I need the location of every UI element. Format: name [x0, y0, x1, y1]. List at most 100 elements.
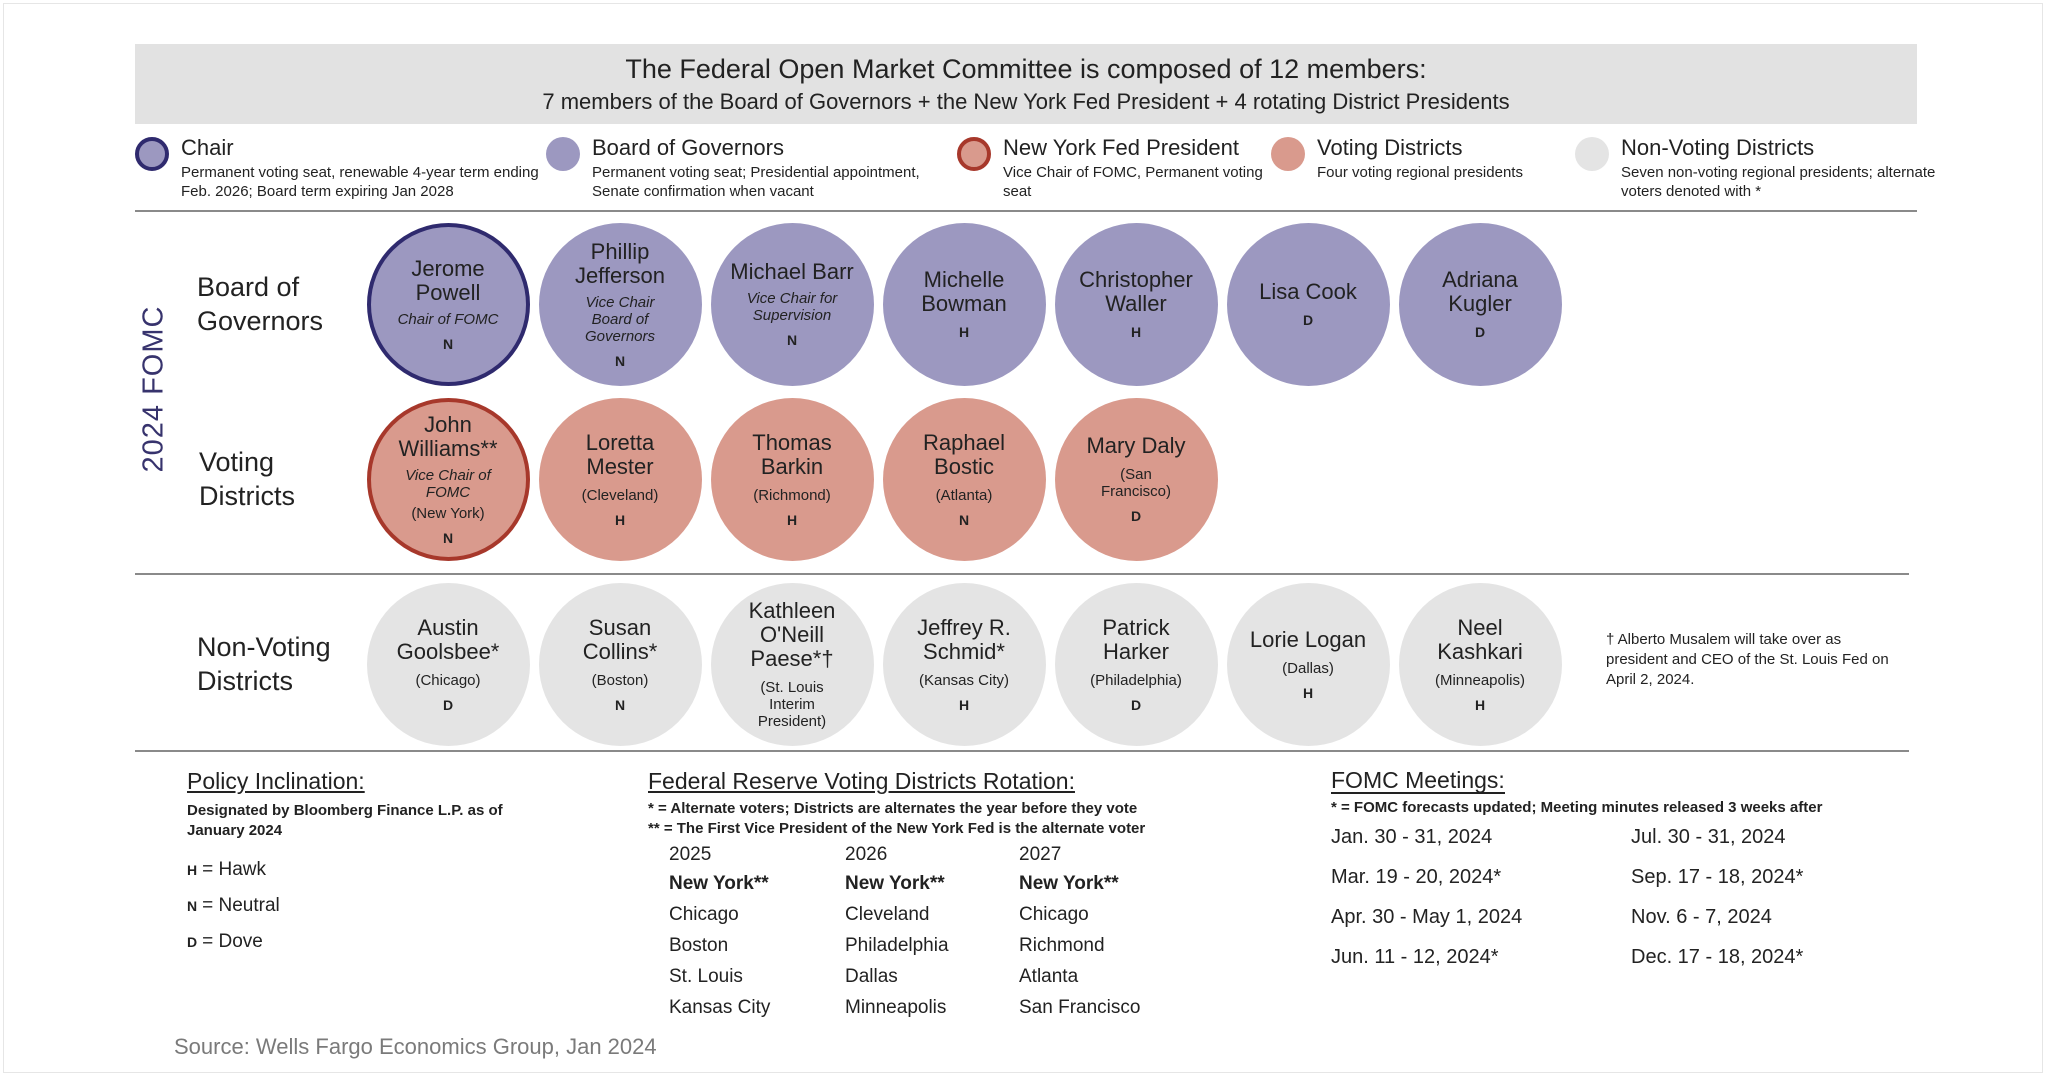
member-inclination: N — [958, 511, 970, 528]
district: New York** — [1019, 873, 1119, 894]
member-location: (Philadelphia) — [1090, 671, 1182, 689]
member-location: (Chicago) — [415, 671, 481, 689]
member-location: (St. Louis Interim President) — [757, 678, 827, 730]
district: Chicago — [669, 904, 739, 925]
member-name: Michael Barr — [730, 259, 854, 284]
infographic: The Federal Open Market Committee is com… — [3, 3, 2043, 1073]
member-circle: Neel Kashkari (Minneapolis) H — [1398, 582, 1562, 746]
legend-item: Board of Governors Permanent voting seat;… — [546, 135, 962, 205]
section-title: Federal Reserve Voting Districts Rotatio… — [648, 768, 1075, 794]
district: Richmond — [1019, 935, 1105, 956]
member-circle: Michelle Bowman H — [882, 222, 1046, 386]
rotation-column: 2025 New York** Chicago Boston St. Louis Kans… — [669, 842, 839, 1023]
rotation-note: ** = The First Vice President of the New… — [648, 820, 1146, 837]
member-name: Patrick Harker — [1102, 614, 1170, 664]
meaning: = Dove — [202, 931, 263, 952]
member-name: Phillip Jefferson — [574, 238, 666, 288]
source: Source: Wells Fargo Economics Group, Jan… — [174, 1034, 657, 1059]
legend-description: Permanent voting seat; Presidential appo… — [592, 164, 920, 200]
member-role: Vice Chair of FOMC — [405, 466, 491, 501]
member-circle: Lorie Logan (Dallas) H — [1226, 582, 1390, 746]
member-location: (Minneapolis) — [1434, 671, 1526, 689]
legend-description: Vice Chair of FOMC, Permanent voting sea… — [1003, 164, 1263, 200]
legend-label: Non-Voting Districts — [1621, 135, 1815, 160]
rotation-column: 2027 New York** Chicago Richmond Atlanta San … — [1019, 842, 1189, 1023]
meetings-note: * = FOMC forecasts updated; Meeting minu… — [1331, 799, 1823, 816]
district: Kansas City — [669, 997, 771, 1018]
district: Cleveland — [845, 904, 930, 925]
member-inclination: D — [1130, 696, 1142, 713]
legend-item: Non-Voting Districts Seven non-voting reg… — [1575, 135, 1941, 205]
district: Minneapolis — [845, 997, 947, 1018]
legend-swatch — [1271, 137, 1305, 171]
section-title: Policy Inclination: — [187, 768, 365, 794]
member-inclination: D — [1474, 324, 1486, 340]
rotation-section: Federal Reserve Voting Districts Rotatio… — [648, 768, 1288, 839]
legend-label: Chair — [181, 135, 234, 160]
member-location: (New York) — [411, 504, 485, 522]
legend-row: D = Dove — [187, 931, 587, 953]
member-inclination: H — [614, 511, 626, 528]
district: Philadelphia — [845, 935, 949, 956]
district: St. Louis — [669, 966, 743, 987]
member-circle: Mary Daly (San Francisco) D — [1054, 397, 1218, 561]
legend-item: Chair Permanent voting seat, renewable 4-… — [135, 135, 551, 205]
group-label: Voting Districts — [199, 447, 295, 511]
member-circle: Phillip Jefferson Vice Chair Board of Gov… — [538, 222, 702, 386]
member-inclination: H — [1302, 684, 1314, 701]
district: New York** — [669, 873, 769, 894]
divider — [135, 210, 1917, 212]
member-location: (Boston) — [591, 671, 649, 689]
member-name: Austin Goolsbee* — [396, 614, 500, 664]
member-inclination: H — [958, 324, 970, 340]
divider — [135, 573, 1909, 575]
meetings-grid: Jan. 30 - 31, 2024 Mar. 19 - 20, 2024* Apr… — [1331, 826, 1931, 986]
member-role: Chair of FOMC — [397, 310, 499, 328]
member-inclination: N — [614, 696, 626, 713]
member-circle: Thomas Barkin (Richmond) H — [710, 397, 874, 561]
legend-item: Voting Districts Four voting regional pre… — [1271, 135, 1577, 205]
member-location: (Cleveland) — [581, 486, 659, 504]
legend-description: Four voting regional presidents — [1317, 164, 1523, 181]
meeting-date: Nov. 6 - 7, 2024 — [1631, 906, 1772, 928]
member-circle: Jerome Powell Chair of FOMC N — [366, 222, 530, 386]
district: Boston — [669, 935, 729, 956]
year: 2026 — [845, 844, 888, 865]
member-inclination: D — [1302, 312, 1314, 328]
legend-description: Seven non-voting regional presidents; al… — [1621, 164, 1936, 200]
district: Dallas — [845, 966, 898, 987]
member-circle: Jeffrey R. Schmid* (Kansas City) H — [882, 582, 1046, 746]
legend-label: Voting Districts — [1317, 135, 1463, 160]
year: 2025 — [669, 844, 712, 865]
member-name: Thomas Barkin — [752, 429, 832, 479]
district: Atlanta — [1019, 966, 1079, 987]
member-inclination: D — [1130, 508, 1142, 524]
legend-swatch — [546, 137, 580, 171]
code: N — [187, 898, 198, 914]
district: New York** — [845, 873, 945, 894]
legend-swatch — [957, 137, 991, 171]
legend-row: N = Neutral — [187, 895, 587, 917]
meeting-date: Jul. 30 - 31, 2024 — [1631, 826, 1786, 848]
member-circle: Raphael Bostic (Atlanta) N — [882, 397, 1046, 561]
member-name: Jeffrey R. Schmid* — [917, 614, 1011, 664]
member-circle: Patrick Harker (Philadelphia) D — [1054, 582, 1218, 746]
legend-label: Board of Governors — [592, 135, 784, 160]
member-name: Lisa Cook — [1259, 279, 1357, 304]
legend-swatch — [1575, 137, 1609, 171]
meetings-section: FOMC Meetings: * = FOMC forecasts updated… — [1331, 768, 1931, 986]
divider — [135, 750, 1909, 752]
legend-swatch — [135, 137, 169, 171]
member-circle: Austin Goolsbee* (Chicago) D — [366, 582, 530, 746]
member-name: Neel Kashkari — [1437, 614, 1523, 664]
year: 2027 — [1019, 844, 1062, 865]
meeting-date: Apr. 30 - May 1, 2024 — [1331, 906, 1523, 928]
header-subtitle: 7 members of the Board of Governors + th… — [542, 89, 1510, 114]
member-name: Mary Daly — [1086, 433, 1186, 458]
member-inclination: H — [1130, 324, 1142, 340]
member-inclination: N — [786, 332, 798, 348]
legend-label: New York Fed President — [1003, 135, 1240, 160]
member-role: Vice Chair for Supervision — [746, 290, 838, 324]
district: San Francisco — [1019, 997, 1141, 1018]
code: H — [187, 862, 198, 878]
